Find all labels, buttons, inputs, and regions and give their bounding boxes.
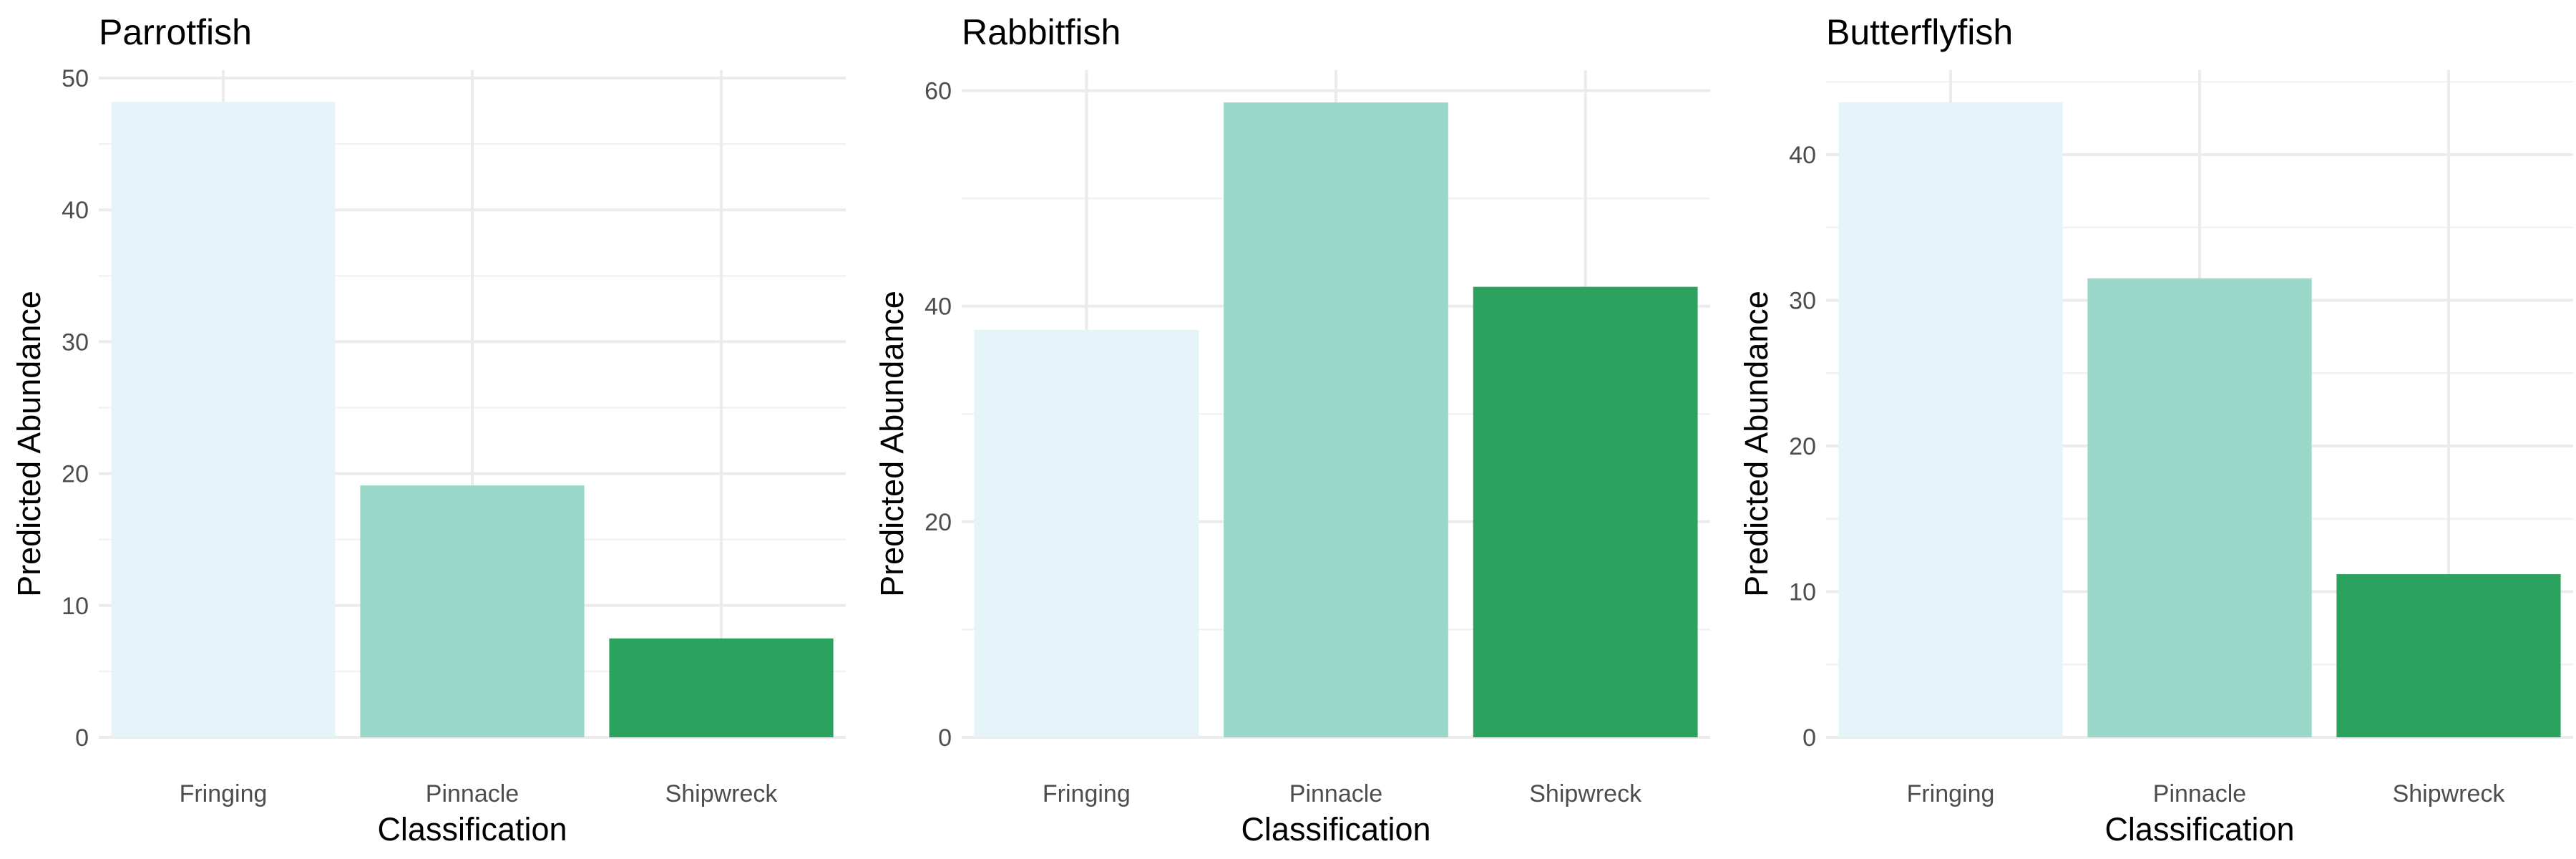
bar-fringing: [1838, 102, 2063, 737]
y-tick-label: 0: [1802, 724, 1816, 752]
x-tick-label: Fringing: [1907, 780, 1995, 807]
y-tick-label: 0: [75, 724, 89, 752]
y-tick-label: 30: [1789, 288, 1816, 315]
y-axis-title: Predicted Abundance: [1738, 291, 1775, 597]
x-tick-label: Fringing: [180, 780, 268, 807]
y-tick-label: 60: [924, 78, 952, 105]
bar-fringing: [111, 102, 336, 737]
y-tick-label: 40: [1789, 142, 1816, 169]
panel-title: Parrotfish: [99, 12, 252, 52]
panel-title: Rabbitfish: [962, 12, 1121, 52]
x-tick-label: Pinnacle: [1289, 780, 1382, 807]
y-tick-label: 50: [62, 65, 89, 92]
x-axis-title: Classification: [2104, 811, 2294, 848]
y-axis-title: Predicted Abundance: [874, 291, 910, 597]
x-tick-label: Pinnacle: [2153, 780, 2246, 807]
y-tick-label: 30: [62, 329, 89, 356]
y-tick-label: 10: [62, 593, 89, 620]
y-tick-label: 20: [1789, 433, 1816, 460]
y-tick-label: 10: [1789, 579, 1816, 606]
x-tick-label: Pinnacle: [426, 780, 519, 807]
x-axis-title: Classification: [1241, 811, 1430, 848]
bar-pinnacle: [1224, 102, 1448, 738]
y-tick-label: 20: [62, 461, 89, 488]
x-tick-label: Shipwreck: [2393, 780, 2506, 807]
x-tick-label: Fringing: [1043, 780, 1131, 807]
x-axis-title: Classification: [377, 811, 567, 848]
y-tick-label: 40: [924, 293, 952, 321]
bar-shipwreck: [609, 638, 834, 737]
y-tick-label: 0: [938, 724, 952, 752]
y-axis-title: Predicted Abundance: [11, 291, 47, 597]
bar-pinnacle: [2087, 278, 2312, 738]
y-tick-label: 40: [62, 197, 89, 224]
panel-title: Butterflyfish: [1826, 12, 2013, 52]
x-tick-label: Shipwreck: [1529, 780, 1642, 807]
bar-shipwreck: [2336, 574, 2561, 737]
x-tick-label: Shipwreck: [665, 780, 779, 807]
bar-shipwreck: [1473, 286, 1698, 738]
bar-fringing: [974, 329, 1199, 737]
bar-pinnacle: [360, 485, 585, 737]
y-tick-label: 20: [924, 509, 952, 536]
